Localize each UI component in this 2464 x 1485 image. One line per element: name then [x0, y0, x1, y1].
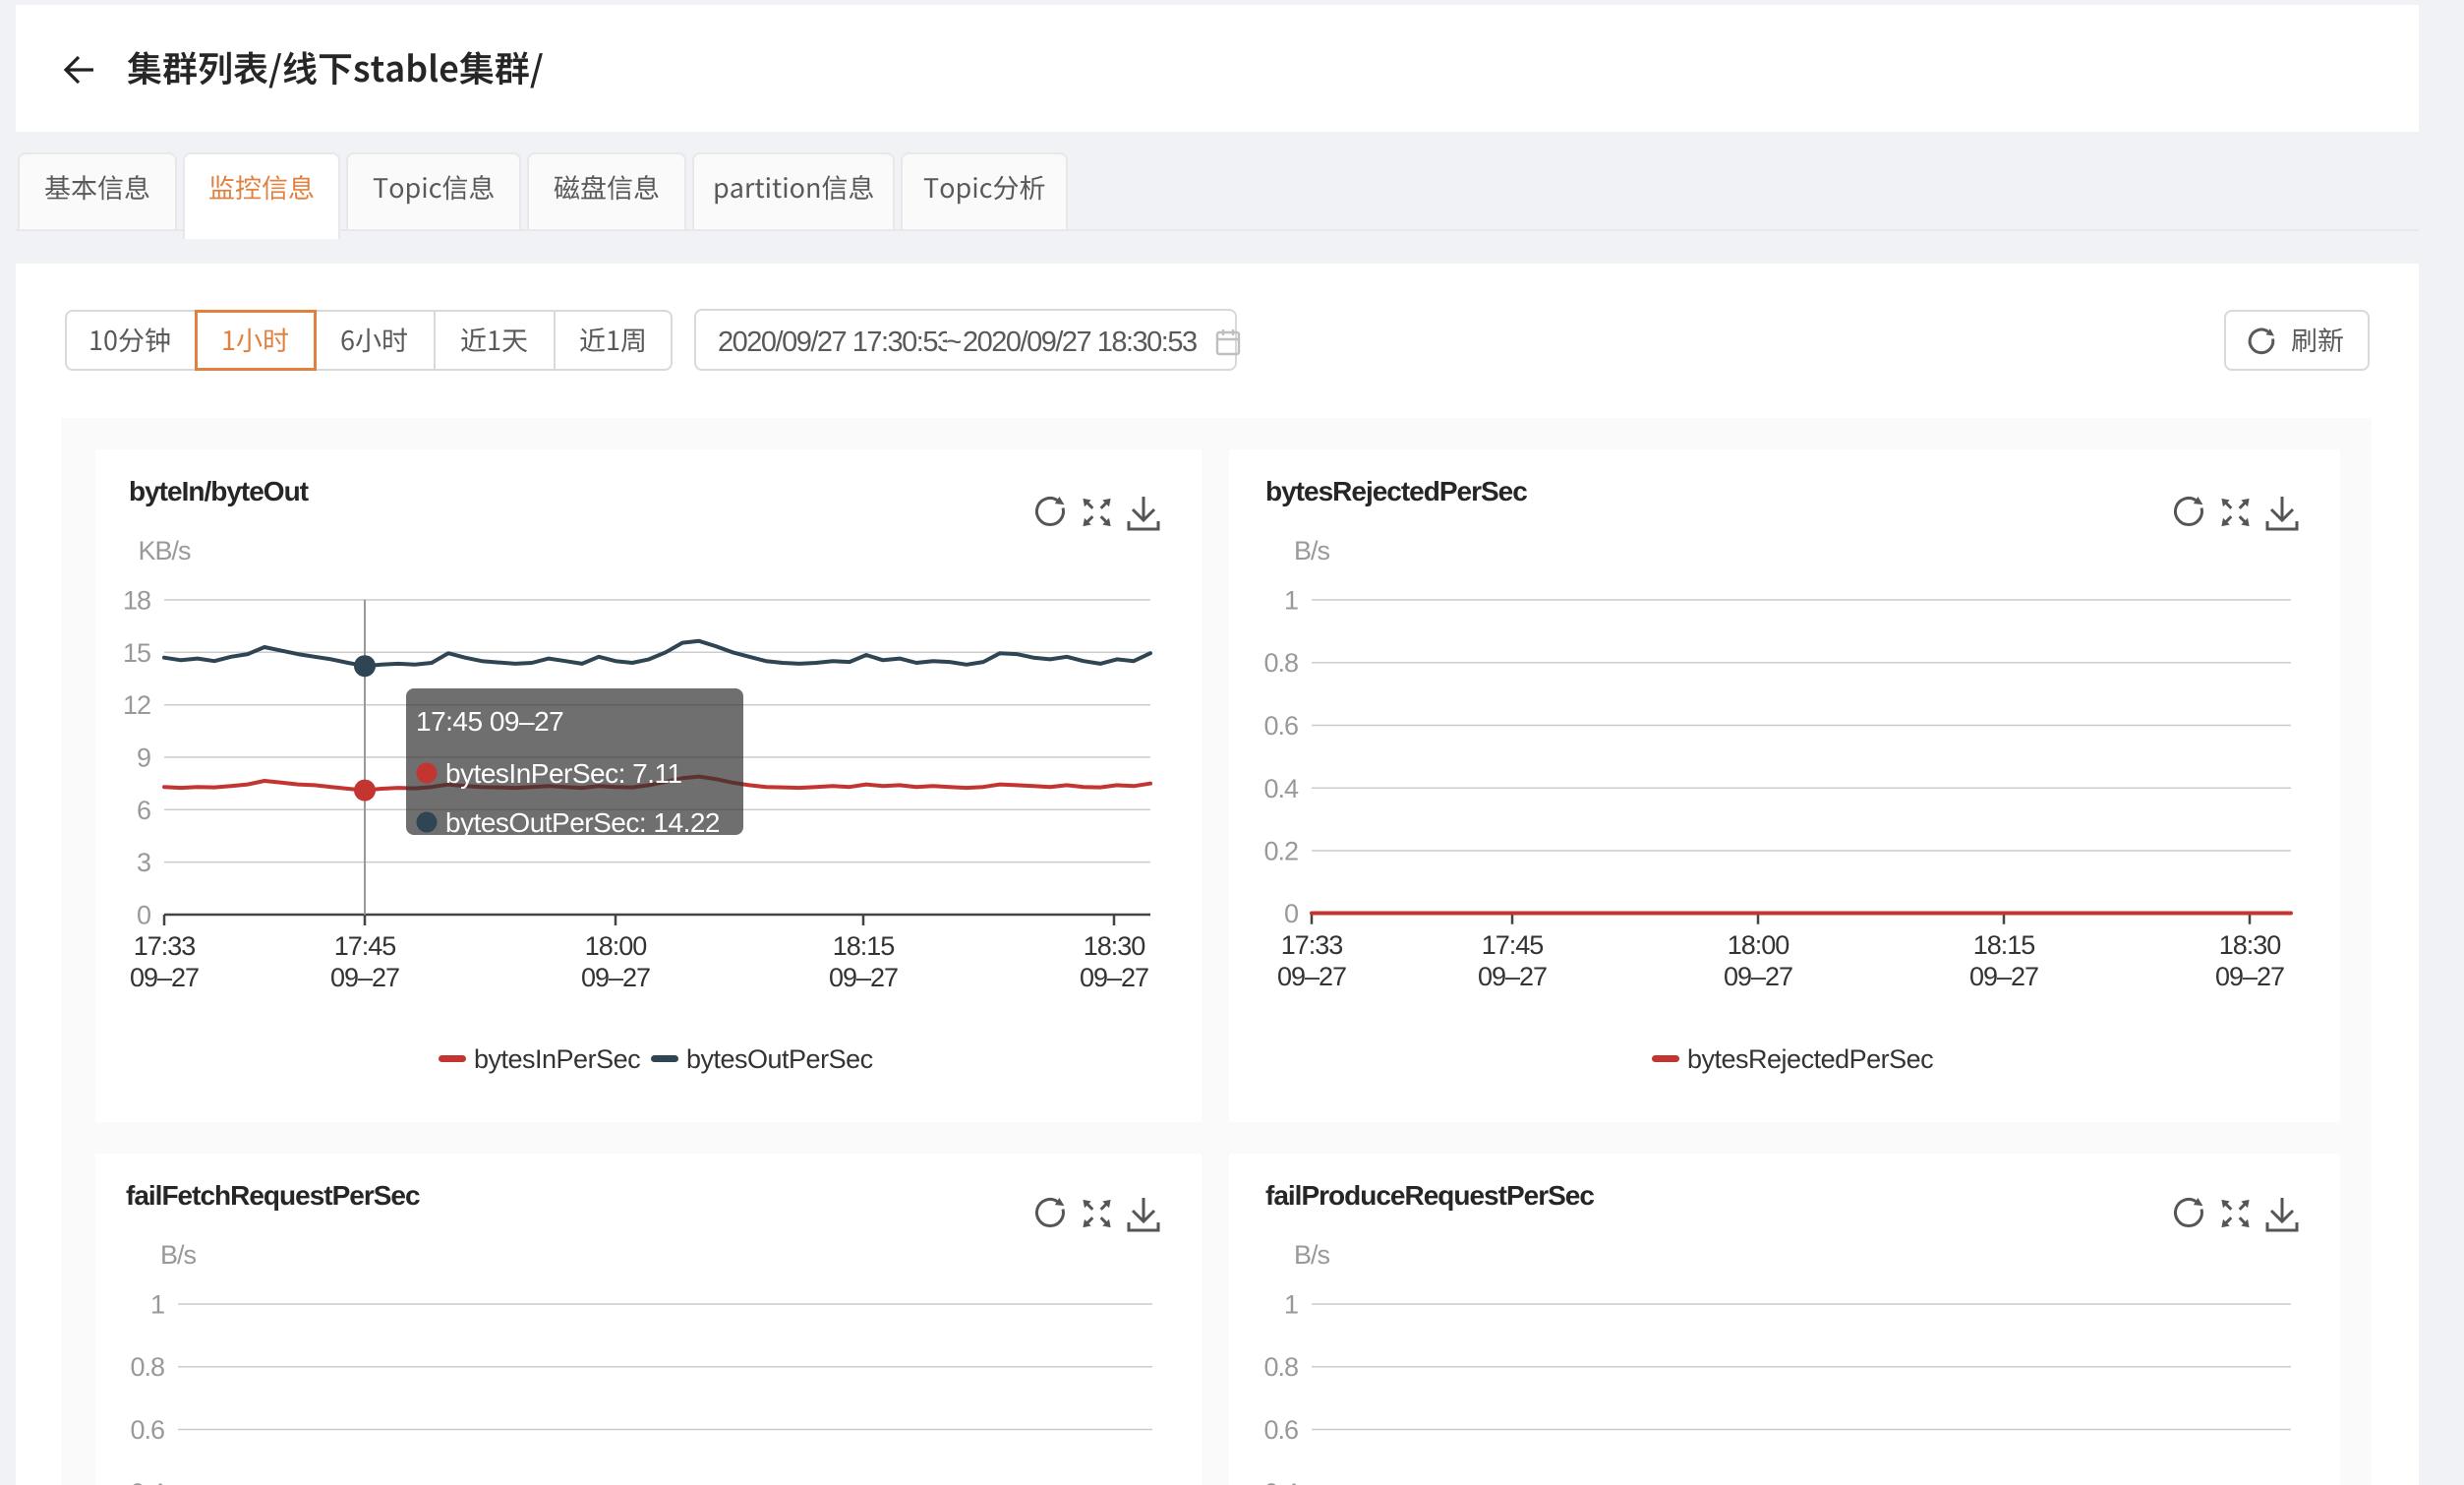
svg-text:18:15: 18:15: [1973, 930, 2035, 960]
svg-text:B/s: B/s: [1294, 536, 1330, 565]
svg-text:bytesOutPerSec: bytesOutPerSec: [686, 1044, 873, 1074]
svg-text:1: 1: [1284, 1290, 1298, 1320]
svg-text:0.4: 0.4: [1263, 1478, 1299, 1485]
svg-text:18:00: 18:00: [1728, 930, 1789, 960]
svg-text:0.6: 0.6: [1263, 711, 1298, 741]
svg-text:09–27: 09–27: [1724, 962, 1792, 991]
svg-text:09–27: 09–27: [829, 963, 898, 992]
svg-text:09–27: 09–27: [130, 963, 199, 992]
svg-text:0.4: 0.4: [130, 1478, 165, 1485]
svg-text:B/s: B/s: [1294, 1240, 1330, 1270]
svg-text:09–27: 09–27: [1080, 963, 1148, 992]
svg-text:0.6: 0.6: [1263, 1415, 1298, 1445]
svg-text:bytesInPerSec: bytesInPerSec: [474, 1044, 640, 1074]
svg-text:0: 0: [137, 901, 150, 930]
svg-text:0.8: 0.8: [1263, 648, 1298, 678]
svg-text:bytesInPerSec: 7.11: bytesInPerSec: 7.11: [445, 758, 682, 789]
svg-text:18: 18: [123, 586, 150, 616]
svg-text:KB/s: KB/s: [138, 536, 191, 565]
svg-text:0.6: 0.6: [130, 1415, 164, 1445]
svg-text:17:33: 17:33: [134, 931, 196, 961]
svg-text:09–27: 09–27: [330, 963, 399, 992]
svg-text:17:45: 17:45: [1482, 930, 1544, 960]
svg-text:12: 12: [123, 690, 150, 720]
svg-text:17:45: 17:45: [334, 931, 396, 961]
svg-text:1: 1: [150, 1290, 164, 1320]
svg-text:09–27: 09–27: [1277, 962, 1346, 991]
svg-text:09–27: 09–27: [1478, 962, 1547, 991]
svg-text:17:33: 17:33: [1281, 930, 1343, 960]
svg-text:0.8: 0.8: [130, 1352, 164, 1382]
svg-text:17:45 09–27: 17:45 09–27: [416, 706, 563, 737]
svg-text:0.2: 0.2: [1263, 837, 1298, 866]
svg-text:09–27: 09–27: [581, 963, 650, 992]
svg-text:18:15: 18:15: [833, 931, 895, 961]
svg-text:0: 0: [1284, 899, 1298, 928]
svg-text:18:00: 18:00: [585, 931, 647, 961]
svg-text:0.8: 0.8: [1263, 1352, 1298, 1382]
svg-text:18:30: 18:30: [1084, 931, 1145, 961]
svg-text:9: 9: [137, 743, 150, 773]
svg-text:B/s: B/s: [160, 1240, 197, 1270]
svg-text:15: 15: [123, 638, 150, 668]
svg-text:0.4: 0.4: [1263, 774, 1299, 803]
svg-text:bytesRejectedPerSec: bytesRejectedPerSec: [1687, 1044, 1933, 1074]
svg-text:bytesOutPerSec: 14.22: bytesOutPerSec: 14.22: [445, 807, 720, 838]
svg-text:3: 3: [137, 848, 150, 877]
svg-text:09–27: 09–27: [2215, 962, 2284, 991]
svg-text:6: 6: [137, 796, 150, 825]
svg-text:18:30: 18:30: [2219, 930, 2281, 960]
svg-text:1: 1: [1284, 586, 1298, 616]
svg-text:09–27: 09–27: [1969, 962, 2038, 991]
